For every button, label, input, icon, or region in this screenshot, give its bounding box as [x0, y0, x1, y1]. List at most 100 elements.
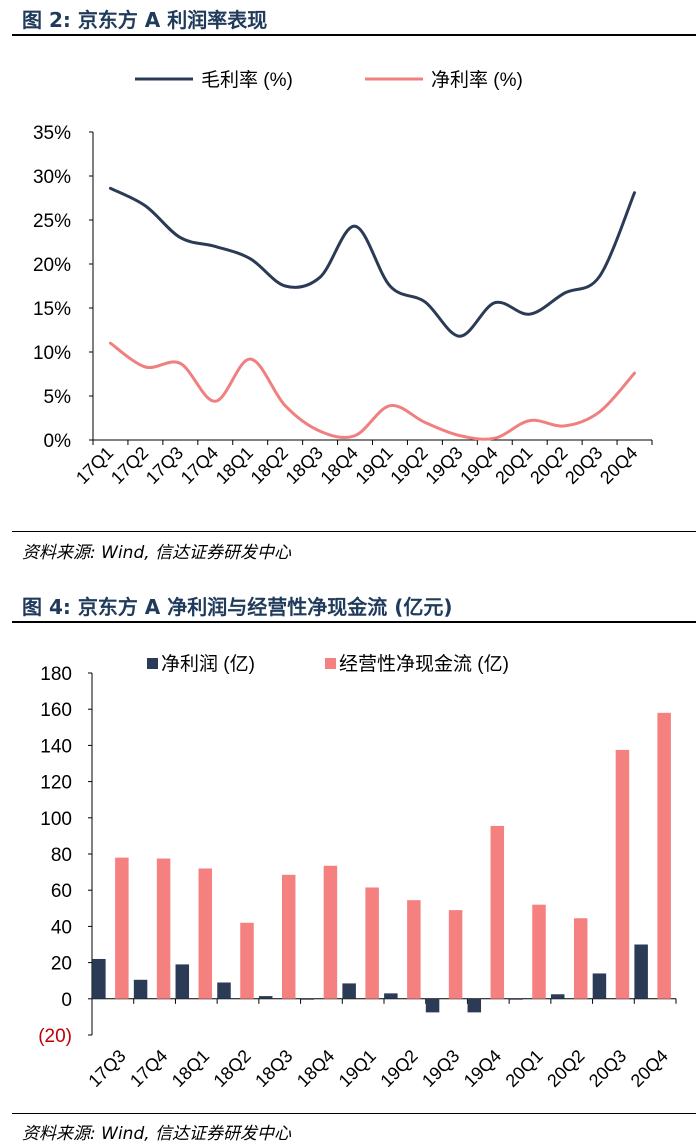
data-point — [563, 425, 566, 427]
cashflow-bar-20Q4 — [657, 712, 671, 999]
x-tick-label: 19Q4 — [456, 443, 501, 488]
data-point — [563, 292, 566, 294]
cashflow-bar-20Q3 — [615, 749, 630, 999]
y-tick-label: 160 — [40, 700, 72, 721]
x-tick-label: 18Q2 — [210, 1046, 255, 1091]
x-tick-label: 19Q3 — [421, 443, 466, 488]
x-tick-label: 20Q1 — [502, 1046, 547, 1091]
y-tick-label: 5% — [44, 387, 72, 408]
legend-label-2: 净利率 (%) — [431, 69, 523, 91]
net-profit-bar-20Q1 — [509, 998, 523, 1000]
cashflow-bar-18Q1 — [198, 868, 213, 999]
data-point — [319, 276, 321, 278]
data-point — [214, 245, 217, 248]
x-tick-label: 18Q3 — [282, 443, 327, 488]
data-point — [598, 275, 601, 278]
data-point — [214, 400, 217, 403]
figure2-title: 图 2: 京东方 A 利润率表现 — [22, 8, 268, 32]
y-tick-label: 60 — [51, 881, 72, 902]
x-tick-label: 19Q4 — [460, 1046, 505, 1091]
x-tick-label: 18Q3 — [251, 1046, 296, 1091]
y-tick-label: 100 — [40, 809, 72, 830]
cashflow-bar-20Q2 — [573, 918, 588, 999]
data-point — [354, 434, 356, 437]
figure2-title-rule — [12, 34, 696, 36]
cashflow-bar-18Q2 — [240, 922, 254, 999]
x-tick-label: 17Q4 — [177, 443, 222, 488]
net-profit-bar-20Q2 — [550, 994, 565, 999]
x-tick-label: 17Q2 — [107, 443, 152, 488]
legend-swatch-1 — [147, 658, 158, 669]
y-tick-label: 20% — [33, 255, 71, 276]
legend-label-1: 毛利率 (%) — [201, 69, 293, 91]
data-point — [179, 362, 182, 365]
y-tick-label: 15% — [33, 299, 71, 320]
data-point — [424, 421, 426, 424]
profit-cashflow-bar-chart: 净利润 (亿) 经营性净现金流 (亿) (20) 0 20 40 60 80 100 120 140… — [38, 653, 677, 1091]
net-profit-bar-18Q3 — [258, 996, 273, 999]
figure4-source: 资料来源: Wind, 信达证券研发中心 — [22, 1124, 292, 1144]
y-tick-label: 30% — [33, 167, 71, 188]
legend-swatch-2 — [325, 658, 336, 669]
figure2-source: 资料来源: Wind, 信达证券研发中心 — [22, 543, 292, 563]
legend-label-1: 净利润 (亿) — [161, 653, 255, 675]
x-tick-label: 18Q4 — [293, 1046, 338, 1091]
figure4-source-rule — [12, 1113, 696, 1114]
cashflow-bar-18Q3 — [281, 874, 296, 999]
net-profit-bar-20Q4 — [634, 944, 648, 999]
x-tick-label: 19Q2 — [376, 1046, 421, 1091]
x-tick-label: 19Q1 — [335, 1046, 380, 1091]
data-point — [598, 411, 601, 413]
figure2-source-rule — [12, 531, 696, 532]
data-point — [284, 404, 286, 407]
figure4-title-rule — [12, 621, 696, 623]
data-point — [459, 434, 461, 437]
net-profit-bar-19Q2 — [384, 993, 398, 999]
data-point — [144, 205, 147, 207]
y-tick-label: 10% — [33, 343, 71, 364]
x-tick-label: 17Q4 — [126, 1046, 171, 1091]
net-profit-bar-17Q4 — [133, 979, 148, 999]
legend-label-2: 经营性净现金流 (亿) — [339, 653, 509, 675]
data-point — [493, 437, 496, 440]
data-point — [109, 187, 112, 190]
data-point — [633, 372, 636, 374]
y-tick-label: 140 — [40, 736, 72, 757]
y-tick-label: 80 — [51, 845, 72, 866]
x-tick-label: 19Q3 — [418, 1046, 463, 1091]
cashflow-bar-17Q4 — [156, 858, 171, 999]
data-point — [424, 301, 426, 303]
x-tick-label: 17Q1 — [72, 443, 117, 488]
y-tick-label: 120 — [40, 773, 72, 794]
x-tick-label: 20Q3 — [585, 1046, 630, 1091]
x-tick-label: 19Q2 — [386, 443, 431, 488]
x-tick-label: 20Q2 — [526, 443, 571, 488]
x-tick-label: 19Q1 — [352, 443, 397, 488]
x-tick-label: 20Q4 — [627, 1046, 672, 1091]
net-profit-bar-19Q4 — [467, 998, 482, 1013]
data-point — [389, 285, 391, 287]
data-point — [284, 285, 286, 287]
y-tick-label: 180 — [40, 664, 72, 685]
cashflow-bar-19Q2 — [407, 900, 421, 999]
x-tick-label: 18Q2 — [247, 443, 292, 488]
y-tick-label: (20) — [38, 1026, 72, 1047]
cashflow-bar-19Q3 — [448, 910, 463, 999]
x-tick-label: 20Q1 — [491, 443, 536, 488]
margin-line-chart: 毛利率 (%) 净利率 (%) 0% 5% 10% 15% 20% 25% 30% 35% 17Q1… — [33, 69, 653, 488]
series-line-1 — [108, 186, 636, 338]
x-tick-label: 20Q3 — [561, 443, 606, 488]
x-tick-label: 18Q4 — [317, 443, 362, 488]
net-profit-bar-17Q3 — [92, 958, 106, 999]
figure4-title: 图 4: 京东方 A 净利润与经营性净现金流 (亿元) — [22, 595, 453, 619]
data-point — [389, 404, 391, 407]
series-line-2 — [108, 341, 636, 441]
data-point — [179, 236, 182, 239]
data-point — [319, 430, 321, 433]
data-point — [144, 366, 147, 368]
net-profit-bar-19Q1 — [342, 983, 356, 999]
x-tick-label: 18Q1 — [212, 443, 257, 488]
data-point — [354, 225, 356, 227]
data-point — [528, 313, 531, 315]
x-tick-label: 17Q3 — [142, 443, 187, 488]
